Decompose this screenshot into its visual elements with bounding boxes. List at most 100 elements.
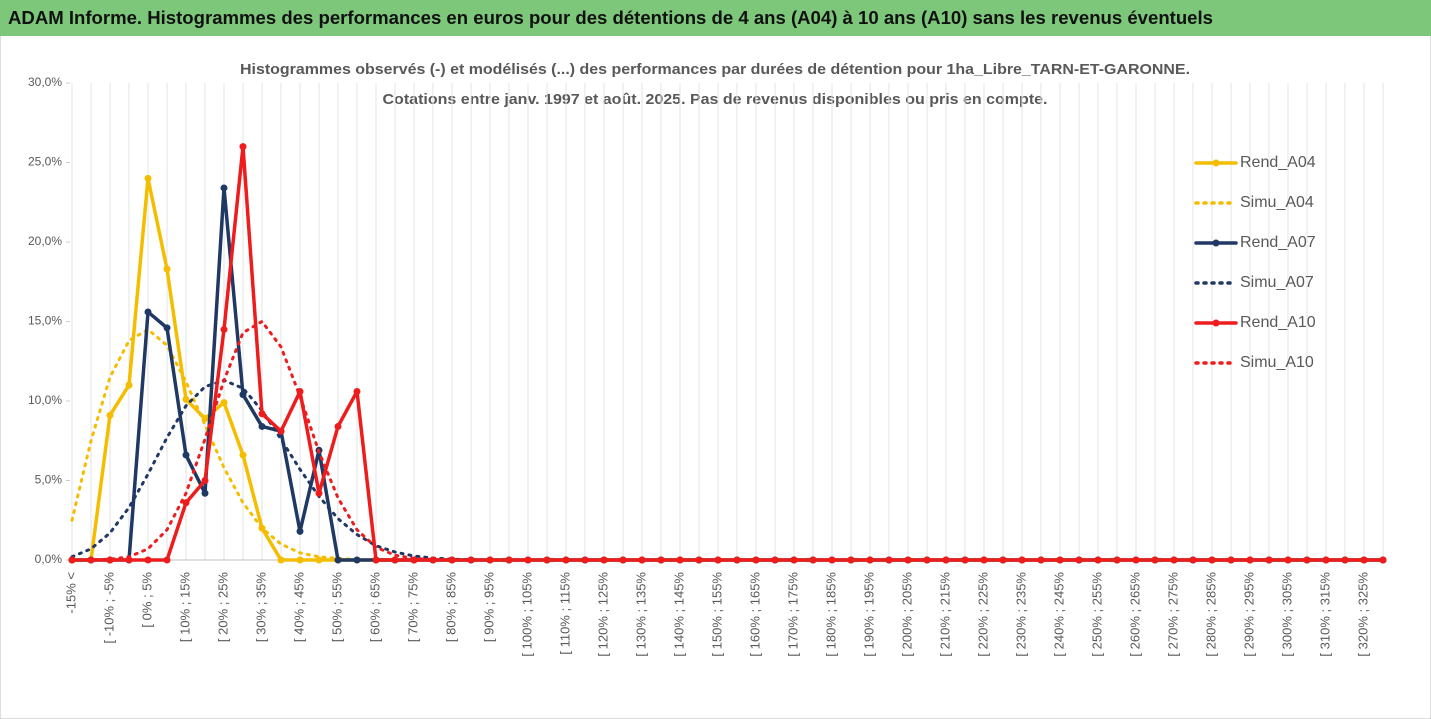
x-tick-label: [ 160% ; 165% xyxy=(747,572,762,657)
x-tick-label: [ 120% ; 125% xyxy=(595,572,610,657)
data-point xyxy=(676,556,684,564)
data-point xyxy=(106,411,114,419)
data-point xyxy=(1284,556,1292,564)
x-tick-label: [ 310% ; 315% xyxy=(1317,572,1332,657)
x-tick-label: [ 30% ; 35% xyxy=(253,572,268,643)
legend-label: Rend_A07 xyxy=(1240,234,1316,251)
x-tick-label: [ 180% ; 185% xyxy=(823,572,838,657)
x-tick-label: [ 40% ; 45% xyxy=(291,572,306,643)
x-tick-label: [ 80% ; 85% xyxy=(443,572,458,643)
data-point xyxy=(277,427,285,435)
legend-label: Simu_A07 xyxy=(1240,274,1314,291)
series-line xyxy=(70,320,1385,562)
data-point xyxy=(733,556,741,564)
chart-subtitle: Cotations entre janv. 1997 et août. 2025… xyxy=(383,91,1048,108)
data-point xyxy=(885,556,893,564)
x-tick-label: [ 10% ; 15% xyxy=(177,572,192,643)
data-point xyxy=(581,556,589,564)
legend-label: Rend_A10 xyxy=(1240,314,1316,331)
data-point xyxy=(201,489,209,497)
x-tick-label: [ 210% ; 215% xyxy=(937,572,952,657)
data-point xyxy=(125,381,133,389)
chart-title: Histogrammes observés (-) et modélisés (… xyxy=(240,61,1190,78)
data-point xyxy=(638,556,646,564)
data-point xyxy=(353,556,361,564)
x-tick-label: [ -10% ; -5% xyxy=(101,572,116,644)
data-point xyxy=(1246,556,1254,564)
data-point xyxy=(334,422,342,430)
data-point xyxy=(144,556,152,564)
y-tick-label: 5,0% xyxy=(35,473,63,487)
data-point xyxy=(220,184,228,192)
x-tick-label: [ 200% ; 205% xyxy=(899,572,914,657)
x-tick-label: [ 290% ; 295% xyxy=(1241,572,1256,657)
x-tick-label: [ 50% ; 55% xyxy=(329,572,344,643)
data-point xyxy=(315,489,323,497)
y-tick-label: 30,0% xyxy=(28,75,62,89)
data-point xyxy=(334,556,342,564)
data-point xyxy=(163,324,171,332)
data-point xyxy=(144,174,152,182)
y-tick-label: 25,0% xyxy=(28,155,62,169)
header-band xyxy=(0,0,1431,36)
x-tick-label: [ 100% ; 105% xyxy=(519,572,534,657)
data-point xyxy=(220,325,228,333)
x-tick-label: [ 60% ; 65% xyxy=(367,572,382,643)
data-point xyxy=(239,143,247,151)
data-point xyxy=(258,410,266,418)
data-point xyxy=(163,556,171,564)
x-tick-label: [ 230% ; 235% xyxy=(1013,572,1028,657)
data-point xyxy=(372,556,380,564)
x-tick-label: [ 130% ; 135% xyxy=(633,572,648,657)
data-point xyxy=(315,556,323,564)
x-tick-label: [ 70% ; 75% xyxy=(405,572,420,643)
data-point xyxy=(182,499,190,507)
x-tick-label: [ 270% ; 275% xyxy=(1165,572,1180,657)
x-tick-label: -15% < xyxy=(63,572,78,614)
data-point xyxy=(391,556,399,564)
data-point xyxy=(239,391,247,399)
data-point xyxy=(163,265,171,273)
data-point xyxy=(524,556,532,564)
x-tick-label: [ 0% ; 5% xyxy=(139,572,154,628)
x-tick-label: [ 300% ; 305% xyxy=(1279,572,1294,657)
data-point xyxy=(277,556,285,564)
legend-marker xyxy=(1212,159,1220,167)
data-point xyxy=(201,477,209,484)
legend-label: Rend_A04 xyxy=(1240,154,1316,171)
data-point xyxy=(182,395,190,403)
legend-marker xyxy=(1212,319,1220,327)
y-tick-label: 15,0% xyxy=(28,314,62,328)
data-point xyxy=(258,422,266,430)
data-point xyxy=(182,451,190,459)
x-tick-label: [ 150% ; 155% xyxy=(709,572,724,657)
x-tick-label: [ 320% ; 325% xyxy=(1355,572,1370,657)
y-tick-label: 10,0% xyxy=(28,393,62,407)
data-point xyxy=(144,308,152,316)
data-point xyxy=(1094,556,1102,564)
legend-label: Simu_A10 xyxy=(1240,354,1314,371)
data-point xyxy=(296,556,304,564)
data-point xyxy=(828,556,836,564)
y-tick-label: 0,0% xyxy=(35,552,63,566)
x-tick-label: [ 280% ; 285% xyxy=(1203,572,1218,657)
x-tick-label: [ 240% ; 245% xyxy=(1051,572,1066,657)
data-point xyxy=(1037,556,1045,564)
data-point xyxy=(942,556,950,564)
x-tick-label: [ 190% ; 195% xyxy=(861,572,876,657)
data-point xyxy=(486,556,494,564)
x-tick-label: [ 110% ; 115% xyxy=(557,572,572,655)
data-point xyxy=(980,556,988,564)
x-tick-label: [ 90% ; 95% xyxy=(481,572,496,643)
data-point xyxy=(1341,556,1349,564)
data-point xyxy=(220,399,228,407)
data-point xyxy=(353,387,361,395)
x-tick-label: [ 20% ; 25% xyxy=(215,572,230,643)
x-tick-label: [ 170% ; 175% xyxy=(785,572,800,657)
legend-marker xyxy=(1212,239,1220,247)
x-tick-label: [ 250% ; 255% xyxy=(1089,572,1104,657)
x-tick-label: [ 140% ; 145% xyxy=(671,572,686,657)
y-tick-label: 20,0% xyxy=(28,234,62,248)
data-point xyxy=(429,556,437,564)
